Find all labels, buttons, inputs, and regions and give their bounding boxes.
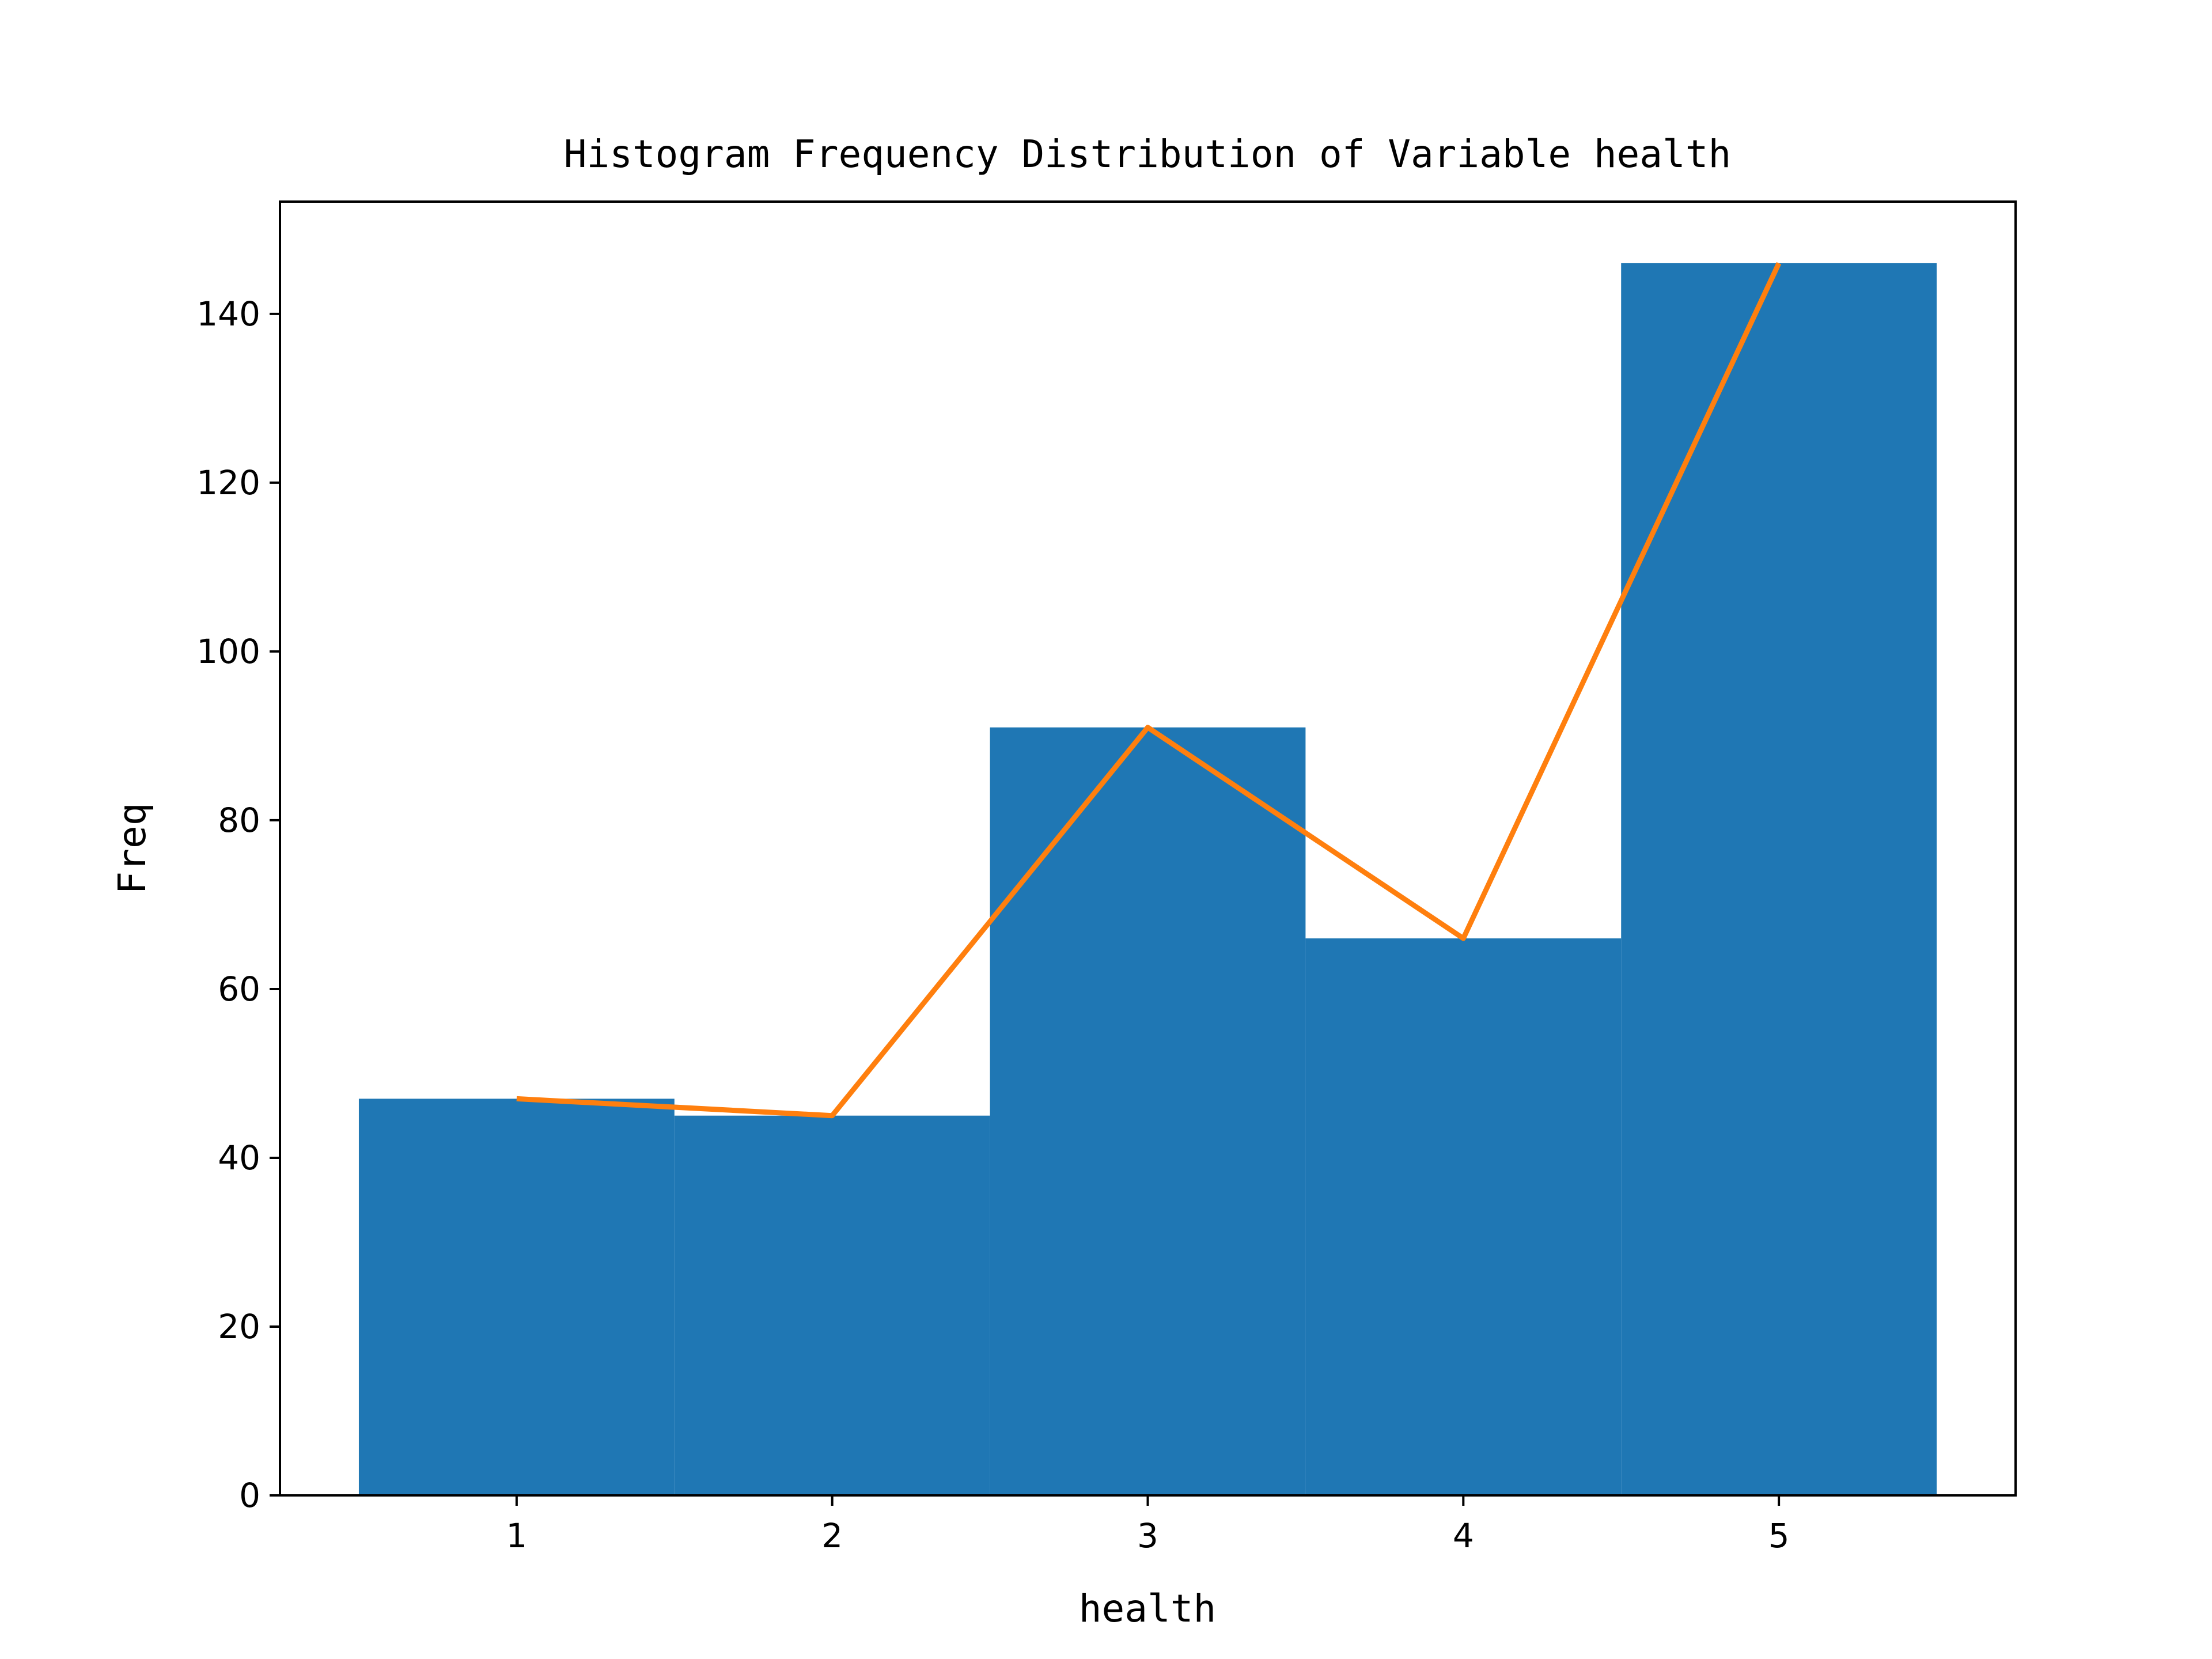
y-tick-label: 140 (196, 294, 260, 334)
y-tick-label: 120 (196, 463, 260, 502)
y-tick-label: 20 (218, 1307, 260, 1346)
x-tick-label: 2 (821, 1516, 843, 1555)
chart-title: Histogram Frequency Distribution of Vari… (564, 132, 1732, 176)
frequency-line-group (516, 262, 1782, 1119)
y-axis-ticks: 0 20 40 60 80 100 120 140 (196, 294, 280, 1515)
bar-3 (990, 727, 1306, 1495)
bar-4 (1305, 938, 1622, 1495)
x-tick-label: 3 (1137, 1516, 1158, 1555)
y-tick-label: 0 (239, 1476, 260, 1515)
x-tick-label: 5 (1768, 1516, 1790, 1555)
x-axis-ticks: 1 2 3 4 5 (506, 1495, 1790, 1555)
x-tick-label: 4 (1453, 1516, 1474, 1555)
bar-2 (674, 1115, 990, 1495)
y-tick-label: 100 (196, 632, 260, 671)
y-axis-label: Freq (110, 803, 154, 895)
bar-5 (1621, 263, 1937, 1495)
frequency-line (516, 262, 1782, 1119)
bars-group (358, 263, 1937, 1495)
x-axis-label: health (1079, 1586, 1216, 1631)
y-tick-label: 60 (218, 969, 260, 1009)
y-tick-label: 40 (218, 1138, 260, 1177)
bar-1 (358, 1099, 675, 1495)
x-tick-label: 1 (506, 1516, 527, 1555)
y-tick-label: 80 (218, 801, 260, 840)
